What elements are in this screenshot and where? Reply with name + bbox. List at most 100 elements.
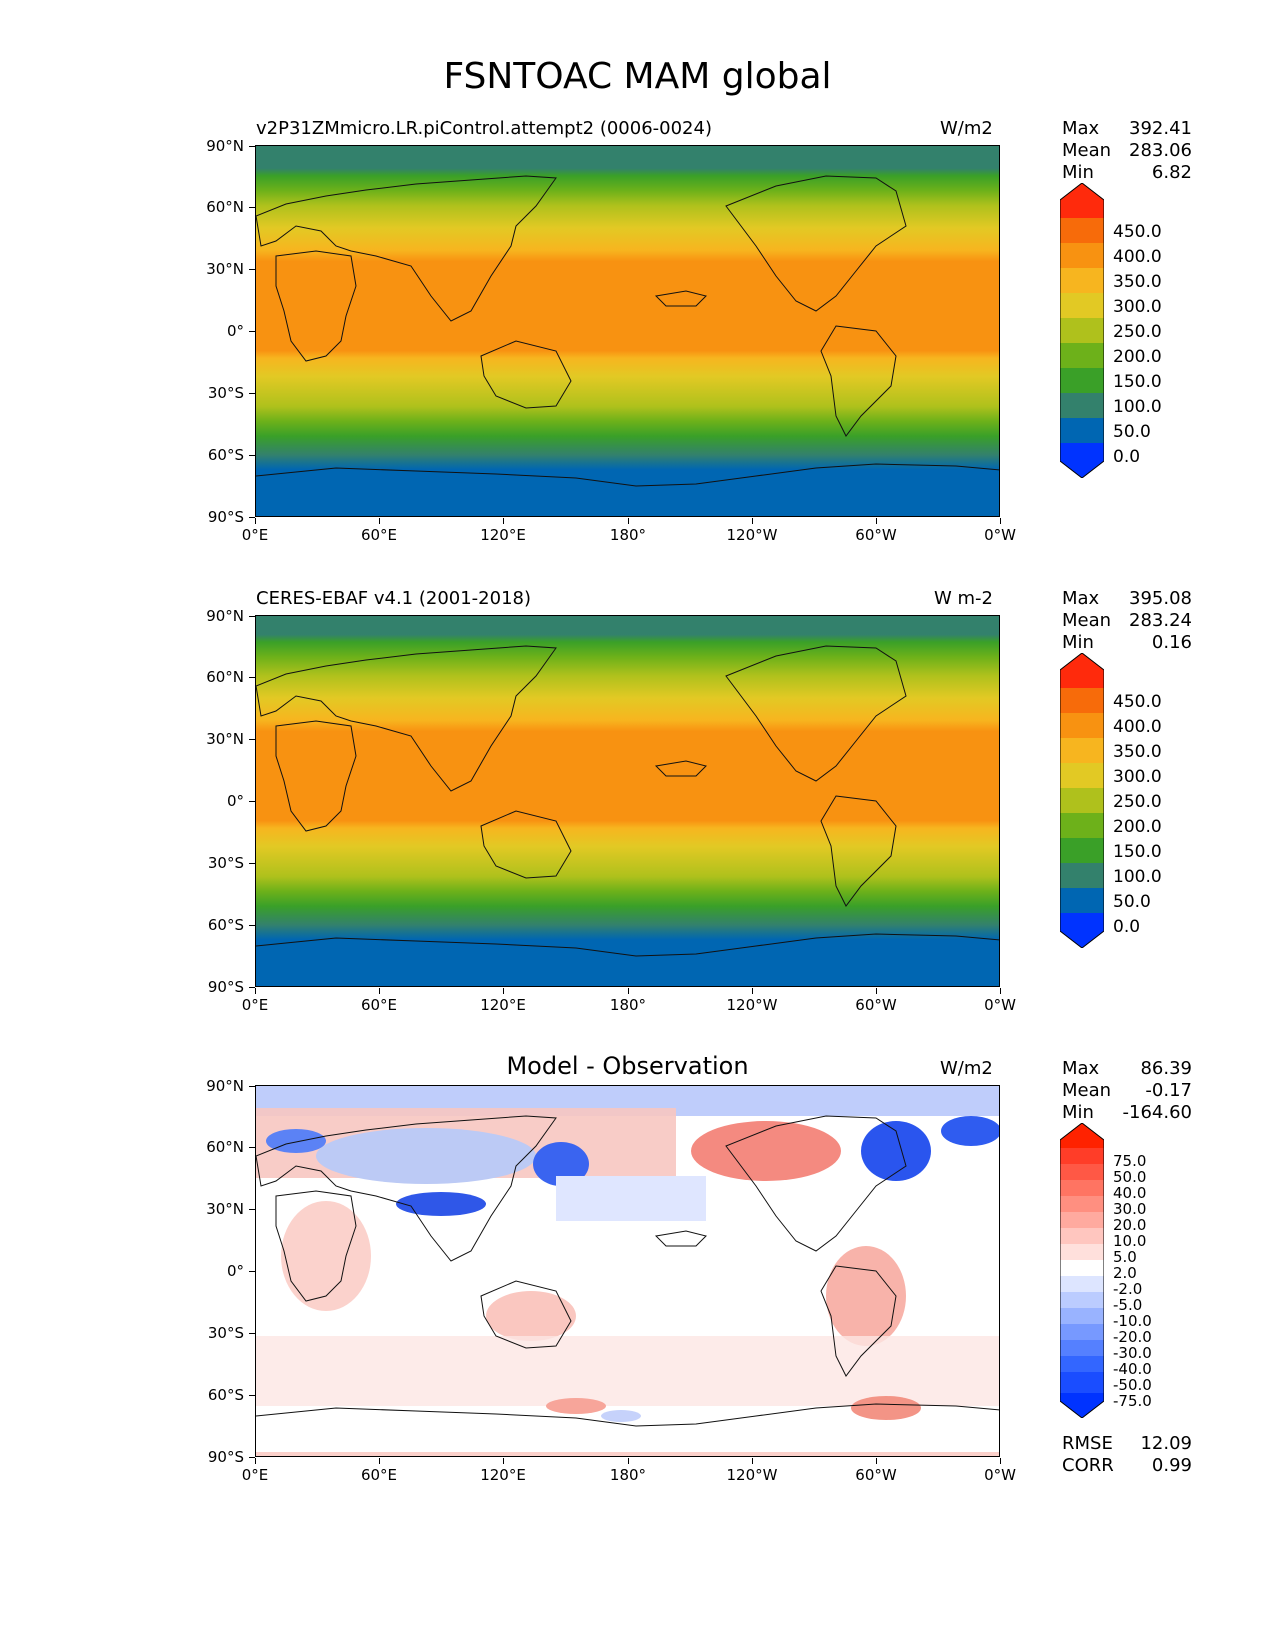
units-label: W/m2 <box>940 1058 993 1079</box>
metrics-block: RMSE 12.09 CORR 0.99 <box>1062 1433 1192 1477</box>
colorbar-label: 0.0 <box>1113 447 1141 467</box>
stat-label: Max <box>1062 1058 1100 1079</box>
lat-tick: 90°N <box>196 1077 255 1095</box>
lat-tick: 30°N <box>196 260 255 278</box>
lon-tick: 60°W <box>841 518 911 544</box>
lon-tick: 180° <box>593 1458 663 1484</box>
units-label: W/m2 <box>940 118 993 139</box>
stat-label: Mean <box>1062 1080 1112 1101</box>
stats-block: Max 86.39 Mean -0.17 Min -164.60 <box>1062 1058 1192 1124</box>
colorbar-label: 50.0 <box>1113 892 1151 912</box>
stat-mean: 283.24 <box>1129 610 1192 631</box>
lon-tick: 0°E <box>220 518 290 544</box>
stat-min: -164.60 <box>1122 1102 1192 1123</box>
lat-tick: 0° <box>196 322 255 340</box>
colorbar-label: -2.0 <box>1113 1280 1143 1298</box>
stats-block: Max 392.41 Mean 283.06 Min 6.82 <box>1062 118 1192 184</box>
stat-label: Max <box>1062 118 1100 139</box>
colorbar-label: 250.0 <box>1113 792 1162 812</box>
lon-tick: 120°W <box>717 988 787 1014</box>
lat-tick: 60°N <box>196 668 255 686</box>
colorbar-label: -50.0 <box>1113 1376 1152 1394</box>
colorbar-label: 100.0 <box>1113 397 1162 417</box>
stat-label: Max <box>1062 588 1100 609</box>
stat-min: 6.82 <box>1151 162 1192 183</box>
stat-max: 86.39 <box>1140 1058 1192 1079</box>
colorbar-label: 10.0 <box>1113 1232 1147 1250</box>
figure-title: FSNTOAC MAM global <box>443 56 832 97</box>
colorbar-label: 400.0 <box>1113 247 1162 267</box>
colorbar-swatches <box>1060 1123 1104 1418</box>
colorbar-label: -40.0 <box>1113 1360 1152 1378</box>
stat-max: 392.41 <box>1129 118 1192 139</box>
panel-model: v2P31ZMmicro.LR.piControl.attempt2 (0006… <box>0 118 1275 588</box>
colorbar-label: 50.0 <box>1113 422 1151 442</box>
stat-label: Mean <box>1062 610 1112 631</box>
panel-difference: Model - Observation W/m2 <box>0 1052 1275 1528</box>
colorbar-label: 150.0 <box>1113 842 1162 862</box>
lon-tick: 60°W <box>841 1458 911 1484</box>
corr-value: 0.99 <box>1151 1455 1192 1476</box>
lat-tick: 90°S <box>196 978 255 996</box>
stat-mean: -0.17 <box>1145 1080 1192 1101</box>
lon-tick: 120°E <box>468 988 538 1014</box>
colorbar-swatches <box>1060 183 1104 478</box>
map-plot <box>255 1085 1000 1457</box>
colorbar-label: 400.0 <box>1113 717 1162 737</box>
colorbar-label: 75.0 <box>1113 1152 1147 1170</box>
colorbar-label: 200.0 <box>1113 817 1162 837</box>
stats-block: Max 395.08 Mean 283.24 Min 0.16 <box>1062 588 1192 654</box>
lon-tick: 60°E <box>344 1458 414 1484</box>
lon-tick: 120°E <box>468 1458 538 1484</box>
colorbar-label: 30.0 <box>1113 1200 1147 1218</box>
lat-tick: 60°S <box>196 916 255 934</box>
difference-field <box>256 1086 999 1456</box>
continents <box>256 645 999 957</box>
lon-tick: 0°W <box>965 518 1035 544</box>
lat-tick: 30°S <box>196 854 255 872</box>
colorbar-label: 300.0 <box>1113 767 1162 787</box>
stat-mean: 283.06 <box>1129 140 1192 161</box>
stat-min: 0.16 <box>1151 632 1192 653</box>
colorbar-label: 100.0 <box>1113 867 1162 887</box>
metric-label: RMSE <box>1062 1433 1113 1454</box>
colorbar-label: 350.0 <box>1113 272 1162 292</box>
panel-title: Model - Observation <box>506 1052 749 1080</box>
lon-tick: 180° <box>593 518 663 544</box>
colorbar-label: -30.0 <box>1113 1344 1152 1362</box>
colorbar-label: 300.0 <box>1113 297 1162 317</box>
colorbar-label: -5.0 <box>1113 1296 1143 1314</box>
lon-tick: 60°E <box>344 988 414 1014</box>
colorbar <box>1060 1123 1104 1418</box>
lon-tick: 0°E <box>220 988 290 1014</box>
lat-tick: 60°N <box>196 198 255 216</box>
colorbar-label: 200.0 <box>1113 347 1162 367</box>
lat-tick: 90°S <box>196 508 255 526</box>
colorbar-label: 20.0 <box>1113 1216 1147 1234</box>
colorbar-label: 350.0 <box>1113 742 1162 762</box>
colorbar-label: 50.0 <box>1113 1168 1147 1186</box>
colorbar-label: 250.0 <box>1113 322 1162 342</box>
panel-title: v2P31ZMmicro.LR.piControl.attempt2 (0006… <box>256 118 712 139</box>
lon-tick: 180° <box>593 988 663 1014</box>
colorbar-label: 2.0 <box>1113 1264 1137 1282</box>
stat-label: Mean <box>1062 140 1112 161</box>
colorbar-swatches <box>1060 653 1104 948</box>
panel-observation: CERES-EBAF v4.1 (2001-2018) W m-2 <box>0 588 1275 1058</box>
colorbar <box>1060 653 1104 948</box>
panel-title: CERES-EBAF v4.1 (2001-2018) <box>256 588 532 609</box>
rmse-value: 12.09 <box>1140 1433 1192 1454</box>
lon-tick: 120°E <box>468 518 538 544</box>
stat-label: Min <box>1062 162 1094 183</box>
colorbar <box>1060 183 1104 478</box>
continents <box>256 1115 999 1427</box>
lon-tick: 0°E <box>220 1458 290 1484</box>
lat-tick: 30°N <box>196 730 255 748</box>
lat-tick: 90°N <box>196 137 255 155</box>
lon-tick: 120°W <box>717 518 787 544</box>
lon-tick: 120°W <box>717 1458 787 1484</box>
map-plot <box>255 145 1000 517</box>
colorbar-label: 150.0 <box>1113 372 1162 392</box>
metric-label: CORR <box>1062 1455 1114 1476</box>
colorbar-label: 40.0 <box>1113 1184 1147 1202</box>
